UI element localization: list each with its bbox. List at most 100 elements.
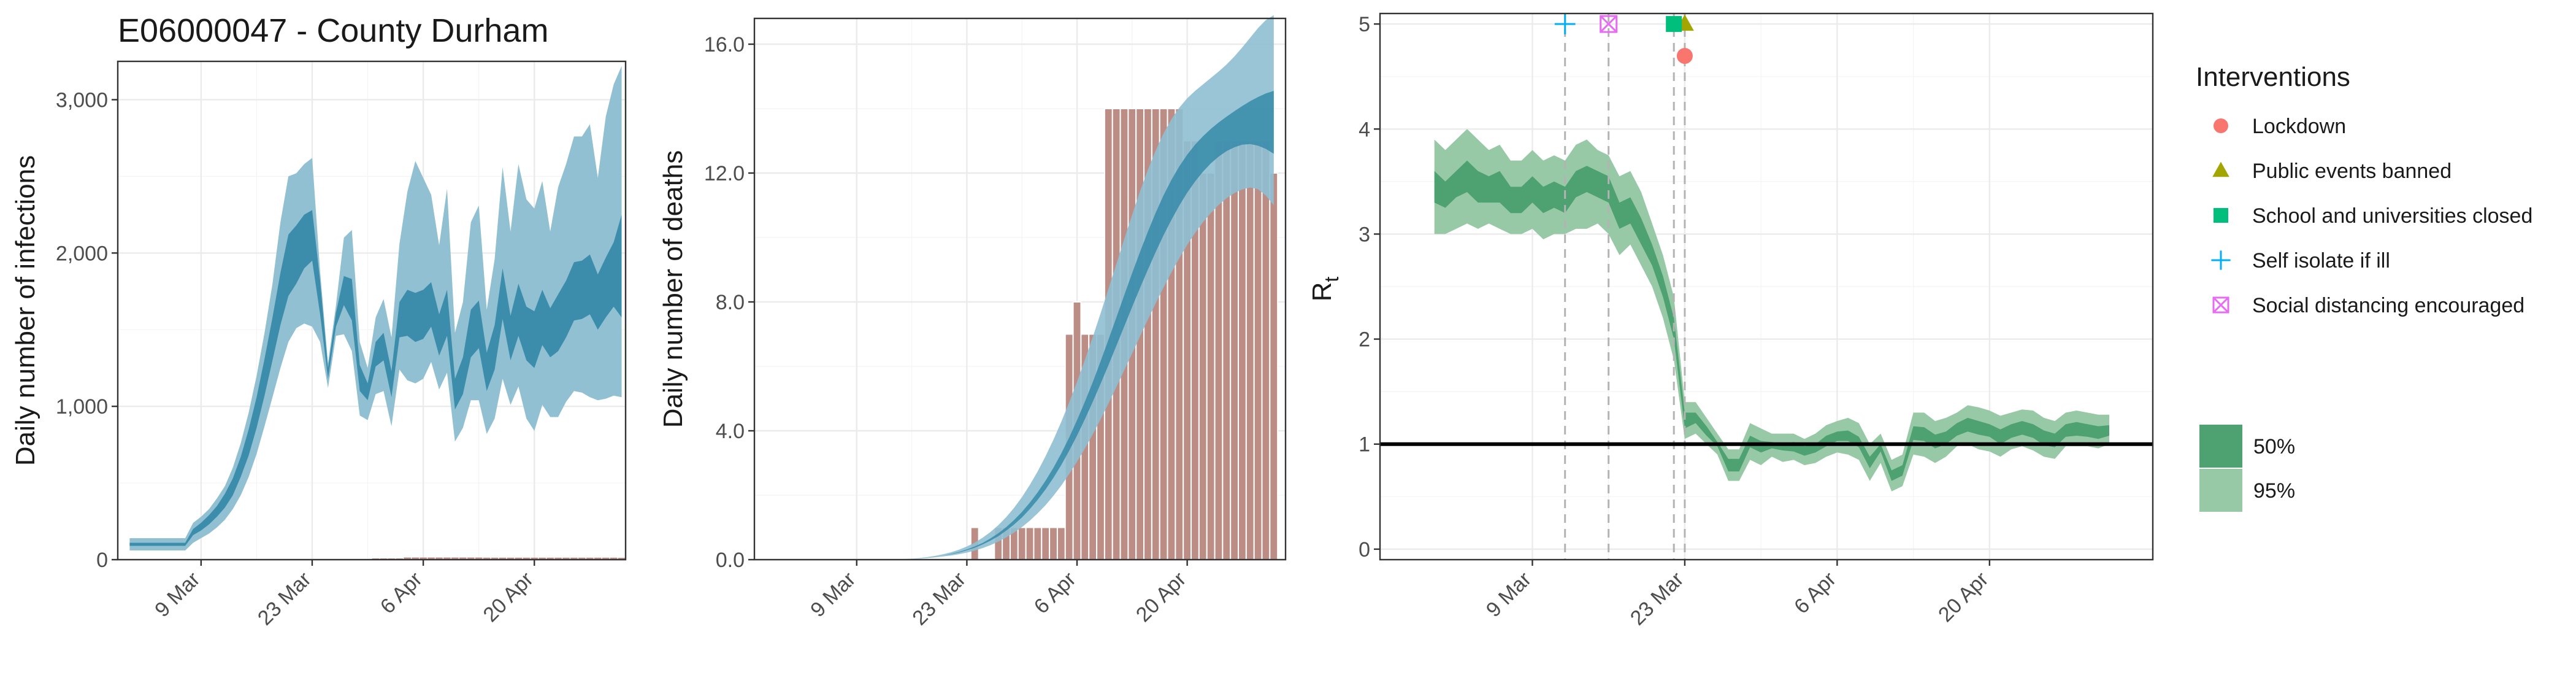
rt-y-axis-title-subscript: t <box>1321 277 1343 282</box>
infections-bar <box>451 557 459 560</box>
chart-title: E06000047 - County Durham <box>118 12 548 49</box>
y-tick-label: 5 <box>1359 13 1370 36</box>
x-tick-label: 9 Mar <box>806 568 860 622</box>
infections-bar <box>420 557 427 560</box>
deaths-bar <box>1198 172 1208 560</box>
x-tick-label: 23 Mar <box>908 568 970 630</box>
infections-bar <box>570 557 578 560</box>
rt-bands <box>1434 129 2109 492</box>
legend: Interventions Lockdown Public events bann… <box>2196 62 2532 512</box>
x-tick-label: 20 Apr <box>478 568 537 627</box>
x-tick-label: 9 Mar <box>150 568 204 622</box>
x-tick-label: 20 Apr <box>1132 568 1190 627</box>
deaths-50-band <box>786 91 1274 560</box>
deaths-bar <box>1253 140 1263 560</box>
deaths-bar <box>1056 527 1066 560</box>
infections-bar <box>546 557 554 560</box>
legend-label: Self isolate if ill <box>2252 249 2390 272</box>
rt-intervention-markers <box>1554 14 1694 64</box>
deaths-y-axis: 0.0 4.0 8.0 12.0 16.0 <box>704 33 754 572</box>
infections-bar <box>531 557 539 560</box>
infections-x-axis: 9 Mar 23 Mar 6 Apr 20 Apr <box>150 560 538 630</box>
y-tick-label: 0.0 <box>716 549 745 572</box>
rt-y-axis-title: Rt <box>1307 277 1343 302</box>
triangle-icon <box>2212 161 2229 177</box>
square-icon <box>1666 16 1682 33</box>
legend-key-swatch <box>2199 425 2242 468</box>
y-tick-label: 16.0 <box>704 33 745 56</box>
infections-bar <box>554 557 562 560</box>
infections-bar <box>562 557 570 560</box>
infections-bar <box>539 557 546 560</box>
deaths-bar <box>1041 527 1051 560</box>
infections-bar <box>475 557 483 560</box>
infections-bar <box>443 557 451 560</box>
infections-bar <box>435 557 443 560</box>
deaths-plot-frame <box>753 17 1287 561</box>
infections-bar <box>491 557 499 560</box>
infections-bands <box>129 66 622 550</box>
x-tick-label: 6 Apr <box>1030 568 1081 619</box>
infections-y-axis: 0 1,000 2,000 3,000 <box>56 88 118 572</box>
deaths-bar <box>1222 140 1232 560</box>
deaths-bar <box>1269 172 1279 560</box>
legend-label: School and universities closed <box>2252 204 2532 228</box>
deaths-bar <box>1261 140 1271 560</box>
y-tick-label: 3,000 <box>56 88 108 112</box>
y-tick-label: 4 <box>1359 118 1370 141</box>
circle-icon <box>2214 118 2228 133</box>
legend-label: Social distancing encouraged <box>2252 294 2524 317</box>
deaths-bar <box>1017 527 1027 560</box>
infections-bar <box>602 557 610 560</box>
square-icon <box>2214 208 2228 223</box>
rt-intervention-lines <box>1564 14 1686 560</box>
y-tick-label: 8.0 <box>716 291 745 314</box>
y-tick-label: 1 <box>1359 433 1370 457</box>
infections-plot-frame <box>117 60 627 561</box>
infections-bar <box>467 557 475 560</box>
deaths-y-axis-title: Daily number of deaths <box>658 150 688 428</box>
x-tick-label: 9 Mar <box>1482 568 1536 622</box>
rt-y-axis: 0 1 2 3 4 5 <box>1359 13 1380 561</box>
deaths-bar <box>1033 527 1043 560</box>
y-tick-label: 2 <box>1359 328 1370 352</box>
deaths-bar <box>1245 140 1255 560</box>
rt-panel: 0 1 2 3 4 5 9 Mar 23 Mar 6 Apr 20 Apr Rt <box>1307 12 2154 630</box>
x-tick-label: 23 Mar <box>1626 568 1689 630</box>
y-tick-label: 12.0 <box>704 162 745 185</box>
legend-label: Lockdown <box>2252 115 2346 138</box>
x-tick-label: 23 Mar <box>253 568 316 630</box>
deaths-95-band <box>786 15 1274 560</box>
y-tick-label: 1,000 <box>56 395 108 419</box>
x-tick-label: 20 Apr <box>1934 568 1993 627</box>
infections-bar <box>515 557 523 560</box>
deaths-bar <box>1230 140 1240 560</box>
deaths-bar <box>1049 527 1058 560</box>
plus-icon <box>1554 14 1576 35</box>
infections-bar <box>507 557 515 560</box>
circle-icon <box>1676 48 1693 64</box>
x-tick-label: 6 Apr <box>1790 568 1841 619</box>
legend-label: 95% <box>2253 479 2295 503</box>
deaths-bar <box>1206 172 1216 560</box>
infections-bar <box>578 557 586 560</box>
deaths-bar <box>1238 140 1247 560</box>
deaths-panel: 0.0 4.0 8.0 12.0 16.0 9 Mar 23 Mar 6 Apr 20 Apr… <box>658 15 1287 630</box>
deaths-bar <box>1025 527 1035 560</box>
y-tick-label: 2,000 <box>56 242 108 265</box>
rt-x-axis: 9 Mar 23 Mar 6 Apr 20 Apr <box>1482 560 1993 630</box>
deaths-bands <box>786 15 1274 560</box>
y-tick-label: 3 <box>1359 223 1370 246</box>
x-tick-label: 6 Apr <box>376 568 427 619</box>
legend-label: 50% <box>2253 435 2295 458</box>
infections-bars <box>316 557 626 560</box>
rt-grid <box>1380 14 2153 560</box>
square-cross-icon <box>2212 296 2229 314</box>
infections-bar <box>523 557 531 560</box>
legend-key-swatch <box>2199 469 2242 512</box>
infections-bar <box>404 557 412 560</box>
square-cross-icon <box>1600 15 1618 33</box>
legend-title: Interventions <box>2196 62 2350 92</box>
infections-bar <box>586 557 594 560</box>
